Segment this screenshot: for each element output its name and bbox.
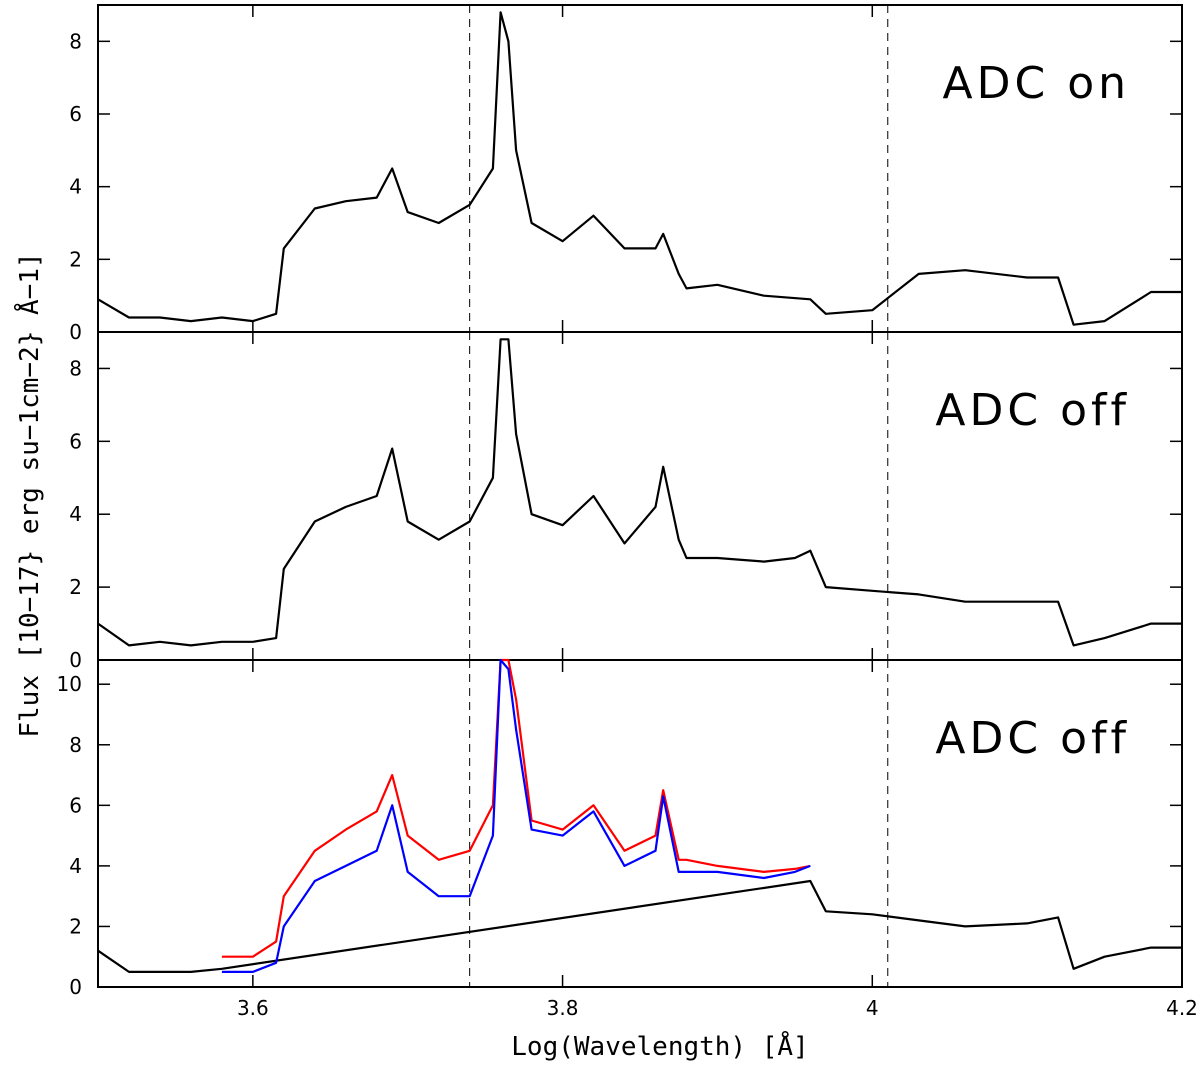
panel-label: ADC off (935, 385, 1130, 436)
y-tick-label: 8 (69, 29, 82, 53)
spectrum-line (97, 338, 1182, 647)
y-tick-label: 10 (57, 672, 82, 696)
x-tick-label: 4.2 (1166, 996, 1198, 1020)
y-tick-label: 2 (69, 575, 82, 599)
y-tick-label: 6 (69, 793, 82, 817)
y-tick-label: 8 (69, 356, 82, 380)
x-tick-label: 3.8 (547, 996, 579, 1020)
spectrum-line (97, 11, 1182, 326)
x-axis-label: Log(Wavelength) [Å] (511, 1030, 808, 1062)
y-tick-label: 0 (69, 648, 82, 672)
x-tick-label: 3.6 (237, 996, 269, 1020)
y-tick-label: 0 (69, 975, 82, 999)
panel-2: 0 2 4 6 8 ADC off (69, 331, 1183, 672)
spectrum-line (221, 658, 811, 974)
y-tick-label: 8 (69, 733, 82, 757)
panels-group: 0 2 4 6 8 ADC on 0 2 4 6 8 ADC off 0 2 4 6 8 10 3.6 3.8 4 4.2… (57, 4, 1198, 1020)
y-tick-label: 2 (69, 247, 82, 271)
y-tick-label: 6 (69, 429, 82, 453)
panel-label: ADC on (943, 58, 1131, 109)
y-tick-label: 4 (69, 854, 82, 878)
panel-label: ADC off (935, 713, 1130, 764)
spectrum-line (221, 658, 811, 958)
y-tick-label: 4 (69, 175, 82, 199)
y-tick-label: 4 (69, 502, 82, 526)
panel-frame (97, 659, 1183, 988)
panel-3: 0 2 4 6 8 10 3.6 3.8 4 4.2 ADC off (57, 658, 1198, 1020)
y-tick-label: 6 (69, 102, 82, 126)
x-tick-label: 4 (866, 996, 879, 1020)
panel-frame (97, 4, 1183, 333)
spectrum-line (97, 879, 1182, 974)
y-tick-label: 0 (69, 320, 82, 344)
panel-1: 0 2 4 6 8 ADC on (69, 4, 1183, 344)
panel-frame (97, 331, 1183, 661)
y-tick-label: 2 (69, 914, 82, 938)
y-axis-label: Flux [10−17} erg su−1cm−2} Å−1] (13, 252, 45, 737)
